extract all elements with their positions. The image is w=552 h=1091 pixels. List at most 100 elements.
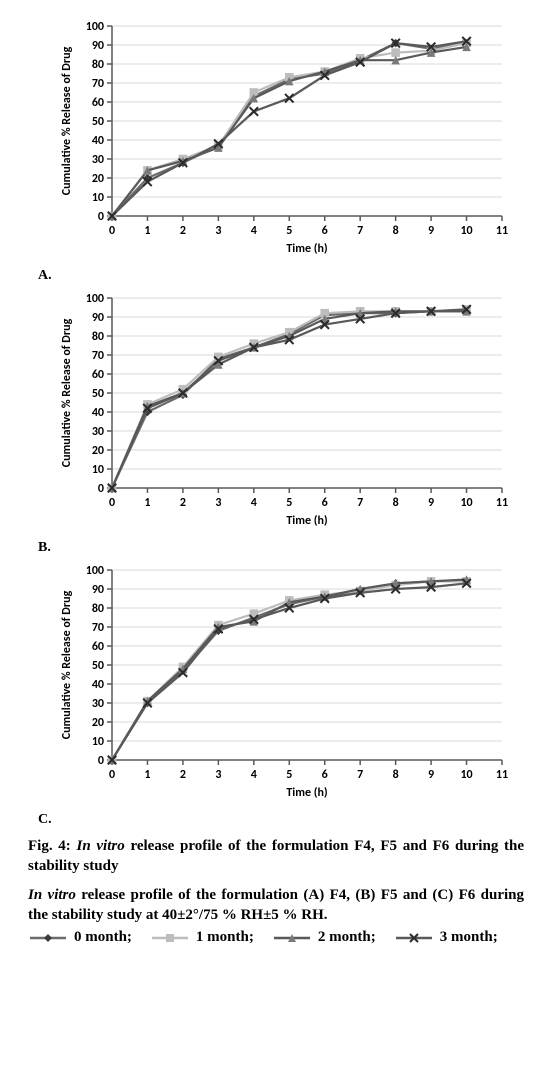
legend-label: 3 month; bbox=[440, 929, 498, 946]
y-tick-label: 50 bbox=[92, 115, 104, 129]
y-tick-label: 0 bbox=[98, 482, 104, 496]
release-chart: 010203040506070809010001234567891011Time… bbox=[56, 560, 512, 804]
y-tick-label: 50 bbox=[92, 659, 104, 673]
y-tick-label: 90 bbox=[92, 311, 104, 325]
y-tick-label: 80 bbox=[92, 602, 104, 616]
y-tick-label: 20 bbox=[92, 444, 104, 458]
y-tick-label: 10 bbox=[92, 191, 104, 205]
y-tick-label: 0 bbox=[98, 210, 104, 224]
x-tick-label: 10 bbox=[460, 224, 472, 238]
legend-item: 3 month; bbox=[394, 929, 498, 946]
y-axis-label: Cumulative % Release of Drug bbox=[60, 318, 74, 467]
release-chart: 010203040506070809010001234567891011Time… bbox=[56, 16, 512, 260]
chart-panel: 010203040506070809010001234567891011Time… bbox=[12, 16, 540, 284]
x-tick-label: 8 bbox=[393, 768, 399, 782]
subcap-rest: release profile of the formulation (A) F… bbox=[28, 887, 524, 923]
x-tick-label: 1 bbox=[144, 224, 150, 238]
x-tick-label: 6 bbox=[322, 224, 328, 238]
y-tick-label: 0 bbox=[98, 754, 104, 768]
y-tick-label: 70 bbox=[92, 621, 104, 635]
x-tick-label: 6 bbox=[322, 496, 328, 510]
x-tick-label: 7 bbox=[357, 496, 363, 510]
series-line bbox=[112, 43, 467, 216]
y-axis-label: Cumulative % Release of Drug bbox=[60, 46, 74, 195]
x-tick-label: 11 bbox=[496, 496, 508, 510]
legend-label: 1 month; bbox=[196, 929, 254, 946]
chart-box: 010203040506070809010001234567891011Time… bbox=[56, 288, 526, 538]
series-line bbox=[112, 41, 467, 216]
x-tick-label: 5 bbox=[286, 496, 292, 510]
x-axis-label: Time (h) bbox=[286, 242, 327, 256]
series-line bbox=[112, 47, 467, 216]
y-tick-label: 30 bbox=[92, 425, 104, 439]
y-tick-label: 100 bbox=[86, 292, 104, 306]
x-tick-label: 9 bbox=[428, 224, 434, 238]
y-tick-label: 20 bbox=[92, 716, 104, 730]
y-tick-label: 60 bbox=[92, 368, 104, 382]
fig-label: Fig. 4: bbox=[28, 838, 71, 854]
chart-panel: 010203040506070809010001234567891011Time… bbox=[12, 560, 540, 828]
y-tick-label: 90 bbox=[92, 583, 104, 597]
figure-caption: Fig. 4: In vitro release profile of the … bbox=[28, 836, 524, 877]
chart-box: 010203040506070809010001234567891011Time… bbox=[56, 16, 526, 266]
y-tick-label: 80 bbox=[92, 58, 104, 72]
x-tick-label: 10 bbox=[460, 768, 472, 782]
legend-item: 0 month; bbox=[28, 929, 132, 946]
y-tick-label: 60 bbox=[92, 640, 104, 654]
x-tick-label: 5 bbox=[286, 768, 292, 782]
x-tick-label: 3 bbox=[215, 496, 221, 510]
figure-subcaption: In vitro release profile of the formulat… bbox=[28, 885, 524, 926]
x-tick-label: 9 bbox=[428, 768, 434, 782]
legend-label: 0 month; bbox=[74, 929, 132, 946]
legend: 0 month; 1 month; 2 month; 3 month; bbox=[28, 929, 524, 946]
x-tick-label: 6 bbox=[322, 768, 328, 782]
fig-title-italic: In vitro bbox=[77, 838, 125, 854]
y-tick-label: 30 bbox=[92, 153, 104, 167]
legend-label: 2 month; bbox=[318, 929, 376, 946]
x-tick-label: 7 bbox=[357, 768, 363, 782]
y-tick-label: 100 bbox=[86, 20, 104, 34]
x-tick-label: 0 bbox=[109, 496, 115, 510]
x-tick-label: 11 bbox=[496, 768, 508, 782]
x-tick-label: 2 bbox=[180, 768, 186, 782]
y-tick-label: 10 bbox=[92, 735, 104, 749]
x-tick-label: 3 bbox=[215, 768, 221, 782]
release-chart: 010203040506070809010001234567891011Time… bbox=[56, 288, 512, 532]
x-tick-label: 0 bbox=[109, 224, 115, 238]
y-tick-label: 10 bbox=[92, 463, 104, 477]
y-tick-label: 60 bbox=[92, 96, 104, 110]
x-tick-label: 1 bbox=[144, 496, 150, 510]
legend-item: 2 month; bbox=[272, 929, 376, 946]
x-tick-label: 1 bbox=[144, 768, 150, 782]
legend-item: 1 month; bbox=[150, 929, 254, 946]
panel-label: B. bbox=[38, 540, 540, 556]
x-tick-label: 4 bbox=[251, 496, 257, 510]
y-tick-label: 90 bbox=[92, 39, 104, 53]
y-tick-label: 40 bbox=[92, 678, 104, 692]
y-tick-label: 30 bbox=[92, 697, 104, 711]
x-tick-label: 8 bbox=[393, 496, 399, 510]
panel-label: A. bbox=[38, 268, 540, 284]
y-tick-label: 70 bbox=[92, 349, 104, 363]
y-tick-label: 40 bbox=[92, 134, 104, 148]
x-tick-label: 9 bbox=[428, 496, 434, 510]
chart-box: 010203040506070809010001234567891011Time… bbox=[56, 560, 526, 810]
chart-panel: 010203040506070809010001234567891011Time… bbox=[12, 288, 540, 556]
series-line bbox=[112, 583, 467, 760]
x-tick-label: 8 bbox=[393, 224, 399, 238]
y-tick-label: 50 bbox=[92, 387, 104, 401]
x-tick-label: 2 bbox=[180, 496, 186, 510]
y-tick-label: 70 bbox=[92, 77, 104, 91]
x-tick-label: 5 bbox=[286, 224, 292, 238]
x-tick-label: 4 bbox=[251, 768, 257, 782]
x-tick-label: 11 bbox=[496, 224, 508, 238]
y-tick-label: 40 bbox=[92, 406, 104, 420]
x-tick-label: 10 bbox=[460, 496, 472, 510]
x-tick-label: 3 bbox=[215, 224, 221, 238]
series-line bbox=[112, 43, 467, 216]
subcap-italic: In vitro bbox=[28, 887, 76, 903]
x-axis-label: Time (h) bbox=[286, 786, 327, 800]
y-tick-label: 80 bbox=[92, 330, 104, 344]
x-tick-label: 7 bbox=[357, 224, 363, 238]
x-tick-label: 4 bbox=[251, 224, 257, 238]
